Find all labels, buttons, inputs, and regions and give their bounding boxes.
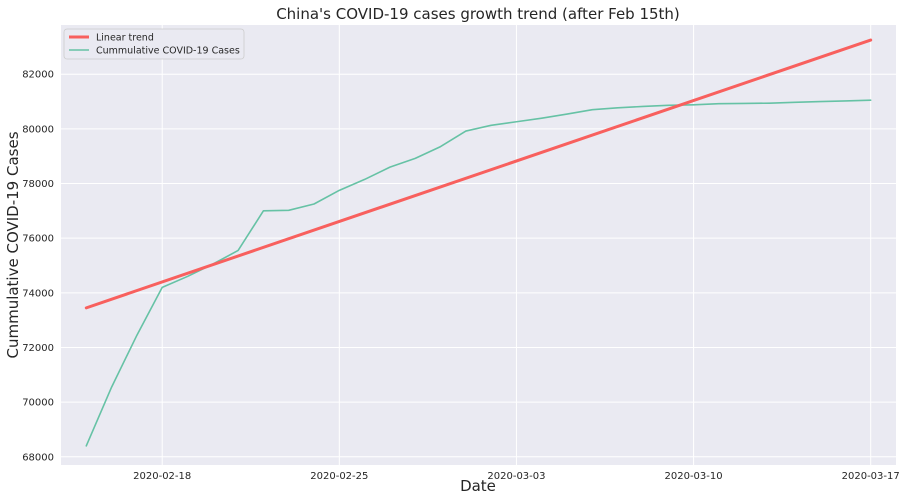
series-layer [84, 38, 873, 447]
legend-label-cumulative-cases: Cummulative COVID-19 Cases [96, 46, 240, 57]
y-tick-label-5: 78000 [22, 179, 54, 190]
y-axis-label: Cummulative COVID-19 Cases [4, 131, 22, 358]
x-tick-label-4: 2020-03-17 [842, 471, 900, 482]
x-tick-label-2: 2020-03-03 [487, 471, 545, 482]
y-tick-label-0: 68000 [22, 452, 54, 463]
x-axis-label: Date [460, 477, 496, 495]
plot-area [61, 25, 896, 465]
legend: Linear trend Cummulative COVID-19 Cases [63, 28, 245, 60]
legend-box [63, 28, 245, 60]
y-tick-label-6: 80000 [22, 124, 54, 135]
y-tick-label-2: 72000 [22, 343, 54, 354]
x-tick-label-1: 2020-02-25 [310, 471, 368, 482]
series-line-linear-trend [84, 38, 873, 310]
legend-label-linear-trend: Linear trend [96, 33, 154, 44]
chart-title: China's COVID-19 cases growth trend (aft… [276, 5, 680, 23]
y-tick-label-7: 82000 [22, 70, 54, 81]
x-tick-label-0: 2020-02-18 [133, 471, 191, 482]
y-tick-label-1: 70000 [22, 398, 54, 409]
y-tick-label-4: 76000 [22, 234, 54, 245]
x-tick-label-3: 2020-03-10 [665, 471, 723, 482]
tick-labels: 2020-02-18 2020-02-25 2020-03-03 2020-03-10… [22, 70, 900, 482]
y-tick-label-3: 74000 [22, 288, 54, 299]
grid [61, 25, 896, 465]
